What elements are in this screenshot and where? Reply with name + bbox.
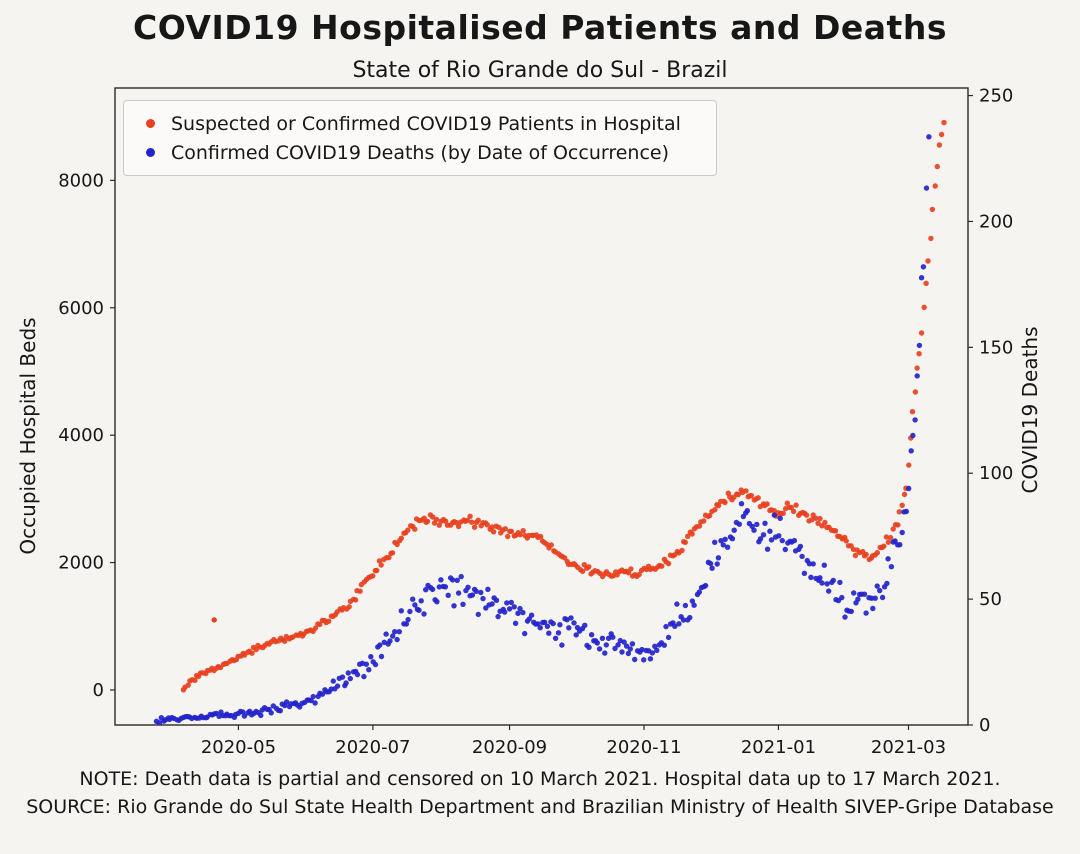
x-tick-label: 2021-01 (741, 737, 816, 758)
right-tick-label: 50 (979, 589, 1002, 610)
legend-item-deaths: Confirmed COVID19 Deaths (by Date of Occ… (124, 138, 716, 167)
x-tick-label: 2021-03 (871, 737, 946, 758)
left-axis-label: Occupied Hospital Beds (16, 317, 40, 555)
right-tick-label: 100 (979, 463, 1013, 484)
left-tick-label: 8000 (58, 170, 104, 191)
x-tick-label: 2020-11 (606, 737, 681, 758)
legend-item-hospital-patients: Suspected or Confirmed COVID19 Patients … (124, 109, 716, 138)
left-tick-label: 6000 (58, 298, 104, 319)
legend-label-hospital-patients: Suspected or Confirmed COVID19 Patients … (171, 112, 681, 135)
legend: Suspected or Confirmed COVID19 Patients … (123, 100, 717, 176)
right-tick-label: 150 (979, 337, 1013, 358)
legend-label-deaths: Confirmed COVID19 Deaths (by Date of Occ… (171, 141, 670, 164)
x-tick-label: 2020-05 (201, 737, 276, 758)
x-tick-label: 2020-07 (335, 737, 410, 758)
right-tick-label: 200 (979, 211, 1013, 232)
legend-marker-deaths-icon (146, 148, 155, 157)
source-text: SOURCE: Rio Grande do Sul State Health D… (26, 796, 1054, 818)
note-text: NOTE: Death data is partial and censored… (79, 768, 1001, 790)
chart-title: COVID19 Hospitalised Patients and Deaths (133, 8, 947, 47)
series-hospital-patients-dots (180, 119, 947, 693)
right-tick-label: 250 (979, 86, 1013, 107)
right-tick-label: 0 (979, 715, 990, 736)
right-axis-label: COVID19 Deaths (1018, 326, 1042, 494)
chart-subtitle: State of Rio Grande do Sul - Brazil (352, 58, 728, 83)
series-deaths-dots (153, 134, 932, 726)
legend-marker-hospital-patients-icon (146, 119, 155, 128)
left-tick-label: 2000 (58, 553, 104, 574)
left-tick-label: 4000 (58, 425, 104, 446)
plot-spines (114, 87, 969, 726)
x-tick-label: 2020-09 (472, 737, 547, 758)
left-tick-label: 0 (93, 680, 104, 701)
